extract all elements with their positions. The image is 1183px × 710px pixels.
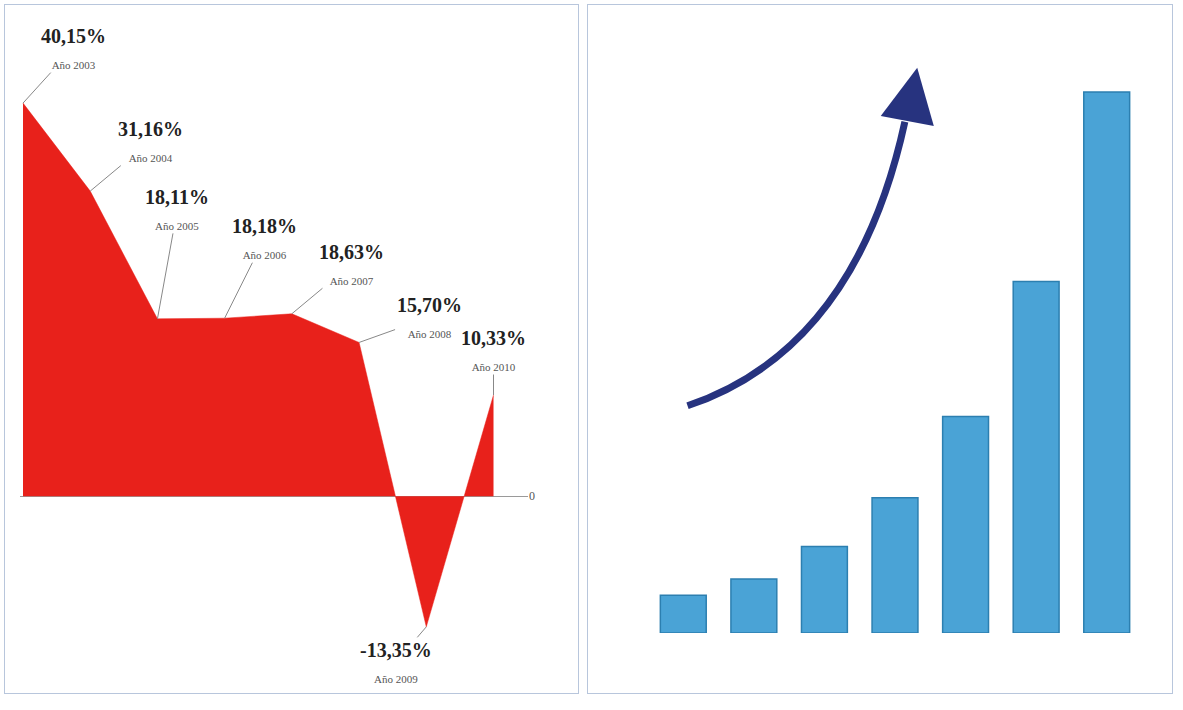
svg-text:31,16%Año 2004: 31,16%Año 2004 [118, 118, 183, 164]
svg-text:18,63%Año 2007: 18,63%Año 2007 [319, 241, 384, 287]
svg-text:40,15%Año 2003: 40,15%Año 2003 [41, 25, 106, 71]
svg-text:10,33%Año 2010: 10,33%Año 2010 [461, 327, 526, 373]
svg-text:18,11%Año 2005: 18,11%Año 2005 [145, 186, 209, 232]
svg-text:0: 0 [529, 489, 535, 503]
svg-text:-13,35%Año 2009: -13,35%Año 2009 [360, 639, 432, 685]
svg-text:18,18%Año 2006: 18,18%Año 2006 [232, 215, 297, 261]
svg-text:15,70%Año 2008: 15,70%Año 2008 [397, 294, 462, 340]
